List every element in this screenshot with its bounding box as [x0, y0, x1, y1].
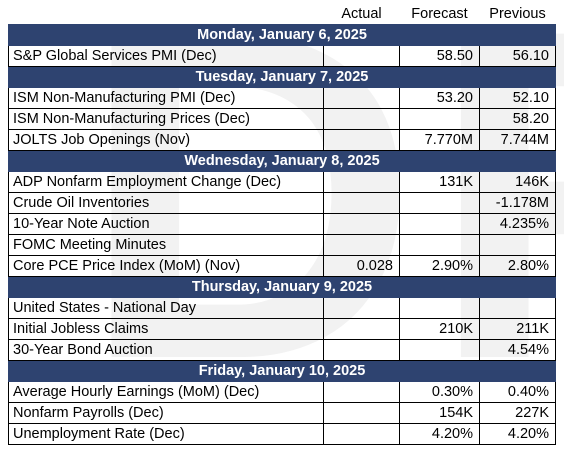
- actual-value: [323, 423, 400, 445]
- forecast-value: 210K: [399, 318, 480, 340]
- event-row: United States - National Day: [8, 297, 556, 319]
- event-row: Crude Oil Inventories -1.178M: [8, 192, 556, 214]
- previous-value: 7.744M: [479, 129, 556, 151]
- date-header-row: Wednesday, January 8, 2025: [8, 150, 556, 172]
- previous-value: 58.20: [479, 108, 556, 130]
- previous-value: 52.10: [479, 87, 556, 109]
- header-event: [9, 3, 324, 25]
- economic-calendar-table: Actual Forecast Previous Monday, January…: [8, 3, 556, 445]
- previous-value: 2.80%: [479, 255, 556, 277]
- forecast-value: 4.20%: [399, 423, 480, 445]
- forecast-value: 0.30%: [399, 381, 480, 403]
- event-row: Average Hourly Earnings (MoM) (Dec) 0.30%…: [8, 381, 556, 403]
- forecast-value: 53.20: [399, 87, 480, 109]
- date-header: Monday, January 6, 2025: [8, 24, 556, 46]
- event-name: Core PCE Price Index (MoM) (Nov): [8, 255, 324, 277]
- date-header-row: Tuesday, January 7, 2025: [8, 66, 556, 88]
- event-row: Core PCE Price Index (MoM) (Nov) 0.028 2.9…: [8, 255, 556, 277]
- event-name: United States - National Day: [8, 297, 324, 319]
- date-header: Tuesday, January 7, 2025: [8, 66, 556, 88]
- previous-value: [479, 297, 556, 319]
- column-header-row: Actual Forecast Previous: [9, 3, 556, 25]
- event-row: FOMC Meeting Minutes: [8, 234, 556, 256]
- previous-value: 4.20%: [479, 423, 556, 445]
- forecast-value: [399, 234, 480, 256]
- actual-value: [323, 129, 400, 151]
- date-header: Friday, January 10, 2025: [8, 360, 556, 382]
- event-row: 30-Year Bond Auction 4.54%: [8, 339, 556, 361]
- event-name: ISM Non-Manufacturing PMI (Dec): [8, 87, 324, 109]
- calendar-body: Actual Forecast Previous Monday, January…: [8, 3, 556, 445]
- actual-value: [323, 318, 400, 340]
- forecast-value: 154K: [399, 402, 480, 424]
- forecast-value: 2.90%: [399, 255, 480, 277]
- header-actual: Actual: [341, 5, 382, 22]
- forecast-value: [399, 297, 480, 319]
- actual-value: [323, 381, 400, 403]
- forecast-value: [399, 339, 480, 361]
- event-name: Unemployment Rate (Dec): [8, 423, 324, 445]
- forecast-value: 7.770M: [399, 129, 480, 151]
- date-header-row: Monday, January 6, 2025: [8, 24, 556, 46]
- date-header: Wednesday, January 8, 2025: [8, 150, 556, 172]
- event-name: Nonfarm Payrolls (Dec): [8, 402, 324, 424]
- forecast-value: [399, 108, 480, 130]
- event-row: 10-Year Note Auction 4.235%: [8, 213, 556, 235]
- event-name: Crude Oil Inventories: [8, 192, 324, 214]
- event-row: Initial Jobless Claims 210K 211K: [8, 318, 556, 340]
- actual-value: [323, 108, 400, 130]
- event-row: Unemployment Rate (Dec) 4.20% 4.20%: [8, 423, 556, 445]
- actual-value: [323, 297, 400, 319]
- previous-value: 0.40%: [479, 381, 556, 403]
- previous-value: 4.54%: [479, 339, 556, 361]
- event-row: ISM Non-Manufacturing Prices (Dec) 58.20: [8, 108, 556, 130]
- event-row: JOLTS Job Openings (Nov) 7.770M 7.744M: [8, 129, 556, 151]
- event-row: ISM Non-Manufacturing PMI (Dec) 53.20 52.1…: [8, 87, 556, 109]
- forecast-value: 58.50: [399, 45, 480, 67]
- event-name: FOMC Meeting Minutes: [8, 234, 324, 256]
- forecast-value: 131K: [399, 171, 480, 193]
- actual-value: [323, 402, 400, 424]
- previous-value: -1.178M: [479, 192, 556, 214]
- event-name: ISM Non-Manufacturing Prices (Dec): [8, 108, 324, 130]
- actual-value: 0.028: [323, 255, 400, 277]
- actual-value: [323, 213, 400, 235]
- previous-value: 4.235%: [479, 213, 556, 235]
- event-name: 10-Year Note Auction: [8, 213, 324, 235]
- forecast-value: [399, 213, 480, 235]
- event-name: 30-Year Bond Auction: [8, 339, 324, 361]
- event-name: JOLTS Job Openings (Nov): [8, 129, 324, 151]
- header-forecast: Forecast: [411, 5, 468, 22]
- previous-value: 56.10: [479, 45, 556, 67]
- event-name: S&P Global Services PMI (Dec): [8, 45, 324, 67]
- date-header-row: Friday, January 10, 2025: [8, 360, 556, 382]
- event-row: ADP Nonfarm Employment Change (Dec) 131K 1…: [8, 171, 556, 193]
- event-name: Average Hourly Earnings (MoM) (Dec): [8, 381, 324, 403]
- actual-value: [323, 234, 400, 256]
- event-name: Initial Jobless Claims: [8, 318, 324, 340]
- header-previous: Previous: [489, 5, 546, 22]
- date-header-row: Thursday, January 9, 2025: [8, 276, 556, 298]
- event-name: ADP Nonfarm Employment Change (Dec): [8, 171, 324, 193]
- actual-value: [323, 339, 400, 361]
- previous-value: 211K: [479, 318, 556, 340]
- actual-value: [323, 171, 400, 193]
- previous-value: 146K: [479, 171, 556, 193]
- actual-value: [323, 45, 400, 67]
- previous-value: 227K: [479, 402, 556, 424]
- actual-value: [323, 87, 400, 109]
- actual-value: [323, 192, 400, 214]
- event-row: S&P Global Services PMI (Dec) 58.50 56.10: [8, 45, 556, 67]
- date-header: Thursday, January 9, 2025: [8, 276, 556, 298]
- forecast-value: [399, 192, 480, 214]
- previous-value: [479, 234, 556, 256]
- event-row: Nonfarm Payrolls (Dec) 154K 227K: [8, 402, 556, 424]
